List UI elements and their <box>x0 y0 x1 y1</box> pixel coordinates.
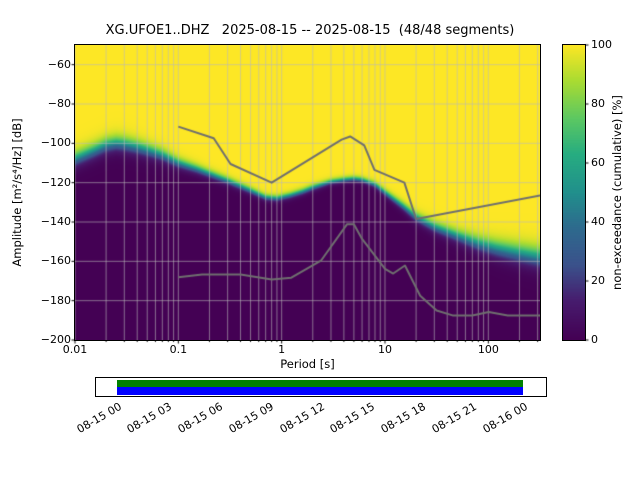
x-axis-label: Period [s] <box>280 357 335 371</box>
colorbar-canvas <box>562 44 586 341</box>
ppsd-heatmap-canvas <box>74 44 541 341</box>
timeline-coverage-used-stripe <box>117 380 523 387</box>
y-axis-label: Amplitude [m²/s⁴/Hz] [dB] <box>10 118 24 267</box>
timeline-bar <box>95 377 547 397</box>
timeline-coverage-data-stripe <box>117 387 523 395</box>
colorbar-label: non-exceedance (cumulative) [%] <box>610 95 624 290</box>
